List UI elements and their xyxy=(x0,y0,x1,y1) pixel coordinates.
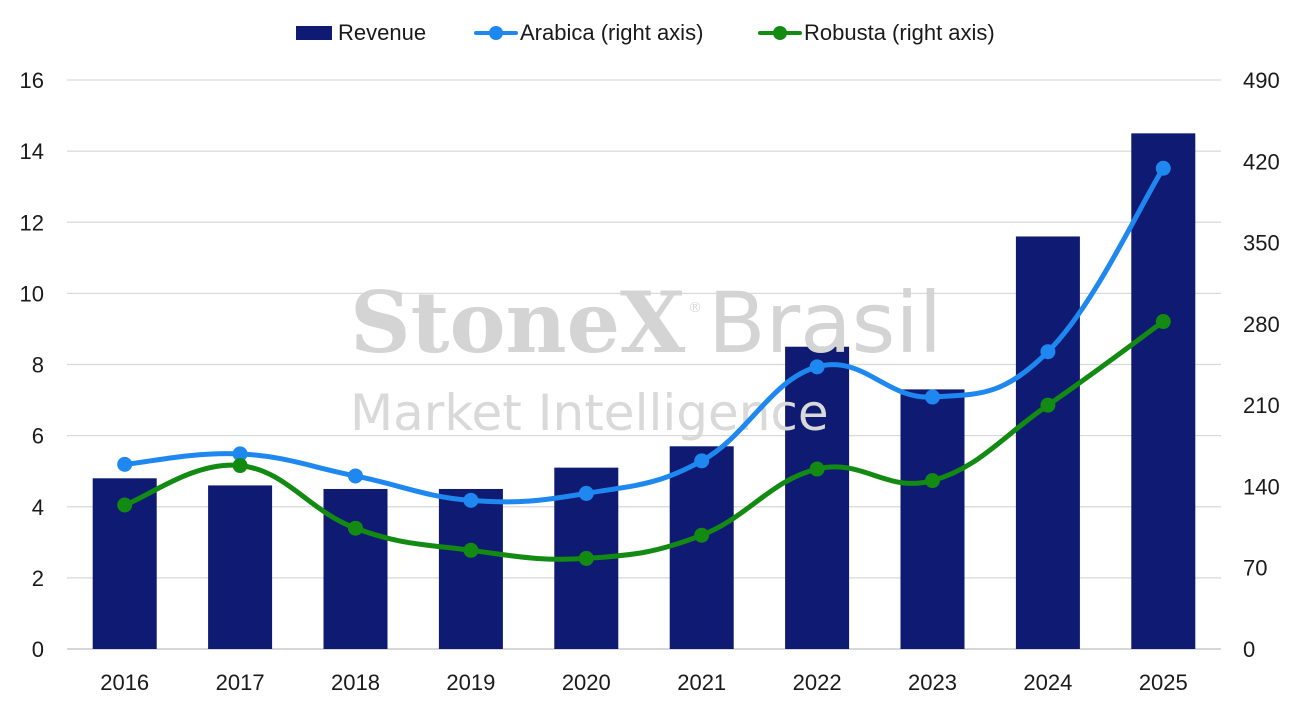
right-tick-label: 420 xyxy=(1243,149,1280,174)
revenue-bars xyxy=(92,133,1196,649)
legend-label-robusta: Robusta (right axis) xyxy=(804,20,995,45)
bar-revenue-2021 xyxy=(669,446,734,649)
point-robusta-2022 xyxy=(809,461,825,477)
right-tick-label: 210 xyxy=(1243,393,1280,418)
point-robusta-2020 xyxy=(578,550,594,566)
point-robusta-2025 xyxy=(1155,314,1171,330)
watermark-stonex: StoneX xyxy=(350,273,686,372)
point-robusta-2017 xyxy=(232,458,248,474)
bar-revenue-2022 xyxy=(785,346,850,649)
point-arabica-2019 xyxy=(463,492,479,508)
point-arabica-2016 xyxy=(117,456,133,472)
right-tick-label: 140 xyxy=(1243,474,1280,499)
left-tick-label: 2 xyxy=(32,566,44,591)
legend-swatch-arabica xyxy=(474,26,518,40)
left-tick-label: 14 xyxy=(20,139,44,164)
x-tick-label: 2023 xyxy=(908,670,957,695)
left-tick-label: 16 xyxy=(20,68,44,93)
right-tick-label: 490 xyxy=(1243,68,1280,93)
point-arabica-2024 xyxy=(1040,344,1056,360)
x-tick-label: 2025 xyxy=(1139,670,1188,695)
legend-label-arabica: Arabica (right axis) xyxy=(520,20,704,45)
x-tick-label: 2024 xyxy=(1023,670,1072,695)
point-arabica-2020 xyxy=(578,485,594,501)
left-axis-ticks: 0 2 4 6 8 10 12 14 16 xyxy=(20,68,44,662)
x-tick-label: 2022 xyxy=(793,670,842,695)
point-arabica-2025 xyxy=(1155,160,1171,176)
left-tick-label: 4 xyxy=(32,495,44,520)
point-robusta-2018 xyxy=(348,520,363,536)
point-robusta-2016 xyxy=(117,497,133,513)
bar-revenue-2017 xyxy=(208,485,273,649)
line-robusta xyxy=(122,319,1166,562)
point-robusta-2021 xyxy=(694,527,710,543)
legend-label-revenue: Revenue xyxy=(338,20,427,45)
point-robusta-2023 xyxy=(925,473,940,489)
bar-revenue-2018 xyxy=(323,488,388,649)
right-tick-label: 70 xyxy=(1243,556,1267,581)
point-robusta-2024 xyxy=(1040,397,1056,413)
x-tick-label: 2017 xyxy=(216,670,265,695)
x-axis-ticks: 2016 2017 2018 2019 2020 2021 2022 2023 2024 2025 xyxy=(100,670,1188,695)
watermark-market-intelligence: Market Intelligence xyxy=(350,384,829,442)
line-arabica xyxy=(122,165,1166,505)
point-robusta-2019 xyxy=(463,542,479,558)
watermark: StoneX ® Brasil Market Intelligence xyxy=(350,273,942,442)
bar-revenue-2025 xyxy=(1131,133,1196,649)
point-arabica-2021 xyxy=(694,453,710,469)
left-tick-label: 6 xyxy=(32,424,44,449)
legend-swatch-robusta xyxy=(758,26,802,40)
bar-revenue-2024 xyxy=(1015,236,1080,649)
x-tick-label: 2020 xyxy=(562,670,611,695)
chart-legend: Revenue Arabica (right axis) Robusta (ri… xyxy=(0,14,1301,54)
point-arabica-2022 xyxy=(809,359,825,375)
point-arabica-2018 xyxy=(348,468,363,484)
watermark-registered: ® xyxy=(688,300,702,316)
right-tick-label: 350 xyxy=(1243,231,1280,256)
bar-revenue-2019 xyxy=(438,488,503,649)
point-arabica-2017 xyxy=(232,446,248,462)
watermark-brasil: Brasil xyxy=(708,274,942,372)
legend-swatch-revenue xyxy=(296,26,332,40)
left-tick-label: 12 xyxy=(20,210,44,235)
x-tick-label: 2016 xyxy=(100,670,149,695)
bar-revenue-2023 xyxy=(900,389,965,649)
x-tick-label: 2018 xyxy=(331,670,380,695)
right-tick-label: 0 xyxy=(1243,637,1255,662)
legend-item-robusta: Robusta (right axis) xyxy=(758,20,995,46)
right-tick-label: 280 xyxy=(1243,312,1280,337)
left-tick-label: 0 xyxy=(32,637,44,662)
legend-item-revenue: Revenue xyxy=(296,20,426,46)
right-axis-ticks: 0 70 140 210 280 350 420 490 xyxy=(1243,68,1280,662)
x-tick-label: 2019 xyxy=(446,670,495,695)
left-tick-label: 8 xyxy=(32,353,44,378)
price-lines xyxy=(117,160,1171,566)
point-arabica-2023 xyxy=(925,389,940,405)
x-tick-label: 2021 xyxy=(677,670,726,695)
legend-item-arabica: Arabica (right axis) xyxy=(474,20,703,46)
left-tick-label: 10 xyxy=(20,281,44,306)
